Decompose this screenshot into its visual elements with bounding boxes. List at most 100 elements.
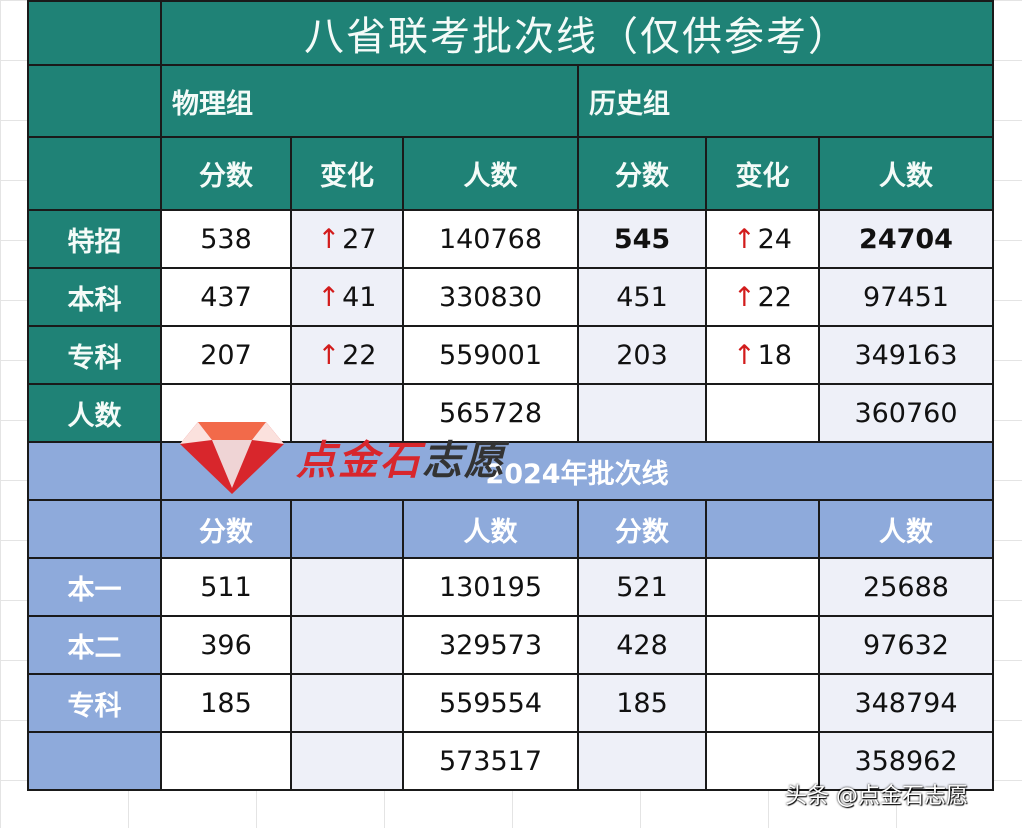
data-cell	[290, 615, 404, 675]
data-cell: 521	[577, 557, 707, 617]
header-row: 分数 变化 人数 分数 变化 人数	[27, 136, 994, 211]
column-header: 分数	[577, 136, 707, 211]
row-label: 本一	[27, 557, 162, 617]
table-row: 专科 185 559554 185 348794	[27, 673, 994, 733]
arrow-up-icon: ↑	[317, 223, 341, 255]
row-label	[27, 731, 162, 791]
section-row: 2024年批次线	[27, 441, 994, 501]
arrow-up-icon: ↑	[733, 223, 756, 255]
batch-line-table: 八省联考批次线（仅供参考） 物理组 历史组 分数 变化 人数 分数 变化 人数 特招 538 ↑27 1…	[27, 0, 994, 791]
column-header	[290, 499, 404, 559]
corner-cell	[27, 0, 162, 66]
table-row: 人数 565728 360760	[27, 383, 994, 443]
section-title-2024: 2024年批次线	[160, 441, 994, 501]
data-cell: 358962	[818, 731, 994, 791]
arrow-up-icon: ↑	[733, 339, 756, 371]
data-cell: 207	[160, 325, 292, 385]
data-cell	[160, 731, 292, 791]
table-row: 本科 437 ↑41 330830 451 ↑22 97451	[27, 267, 994, 327]
data-cell: 428	[577, 615, 707, 675]
row-label: 专科	[27, 673, 162, 733]
column-header: 分数	[577, 499, 707, 559]
change-value: 18	[757, 339, 792, 371]
corner-cell	[27, 64, 162, 138]
table-row: 专科 207 ↑22 559001 203 ↑18 349163	[27, 325, 994, 385]
data-cell	[290, 383, 404, 443]
data-cell	[290, 557, 404, 617]
data-cell	[705, 673, 820, 733]
data-cell	[290, 673, 404, 733]
data-cell	[705, 731, 820, 791]
corner-cell	[27, 499, 162, 559]
data-cell: 24704	[818, 209, 994, 269]
data-cell	[577, 383, 707, 443]
group-row: 物理组 历史组	[27, 64, 994, 138]
row-label: 专科	[27, 325, 162, 385]
title-row: 八省联考批次线（仅供参考）	[27, 0, 994, 66]
data-cell: 565728	[402, 383, 579, 443]
data-cell: ↑27	[290, 209, 404, 269]
data-cell: ↑22	[290, 325, 404, 385]
data-cell: 538	[160, 209, 292, 269]
data-cell	[705, 615, 820, 675]
column-header: 人数	[402, 136, 579, 211]
data-cell	[705, 557, 820, 617]
data-cell: 185	[160, 673, 292, 733]
group-history: 历史组	[577, 64, 994, 138]
change-value: 24	[757, 223, 792, 255]
data-cell: 511	[160, 557, 292, 617]
column-header: 人数	[818, 136, 994, 211]
column-header: 人数	[402, 499, 579, 559]
row-label: 特招	[27, 209, 162, 269]
data-cell: 559554	[402, 673, 579, 733]
data-cell: 203	[577, 325, 707, 385]
arrow-up-icon: ↑	[317, 281, 341, 313]
data-cell: 330830	[402, 267, 579, 327]
watermark: 头条 @点金石志愿	[785, 784, 968, 809]
data-cell: ↑41	[290, 267, 404, 327]
corner-cell	[27, 441, 162, 501]
row-label: 本二	[27, 615, 162, 675]
data-cell	[705, 383, 820, 443]
page-title: 八省联考批次线（仅供参考）	[160, 0, 994, 66]
data-cell: 437	[160, 267, 292, 327]
data-cell: 25688	[818, 557, 994, 617]
data-cell: ↑22	[705, 267, 820, 327]
data-cell: 97632	[818, 615, 994, 675]
table-row: 特招 538 ↑27 140768 545 ↑24 24704	[27, 209, 994, 269]
data-cell: 97451	[818, 267, 994, 327]
header-row-2024: 分数 人数 分数 人数	[27, 499, 994, 559]
data-cell	[290, 731, 404, 791]
change-value: 22	[757, 281, 792, 313]
table-row: 573517 358962	[27, 731, 994, 791]
data-cell: 349163	[818, 325, 994, 385]
data-cell: 348794	[818, 673, 994, 733]
change-value: 41	[342, 281, 377, 313]
data-cell	[577, 731, 707, 791]
change-value: 27	[342, 223, 377, 255]
arrow-up-icon: ↑	[317, 339, 341, 371]
data-cell: 185	[577, 673, 707, 733]
arrow-up-icon: ↑	[733, 281, 756, 313]
data-cell: 130195	[402, 557, 579, 617]
table-row: 本一 511 130195 521 25688	[27, 557, 994, 617]
data-cell	[160, 383, 292, 443]
column-header: 变化	[290, 136, 404, 211]
data-cell: 329573	[402, 615, 579, 675]
group-physics: 物理组	[160, 64, 579, 138]
data-cell: 573517	[402, 731, 579, 791]
data-cell: 140768	[402, 209, 579, 269]
column-header: 分数	[160, 499, 292, 559]
data-cell: 396	[160, 615, 292, 675]
corner-cell	[27, 136, 162, 211]
column-header: 分数	[160, 136, 292, 211]
row-label: 本科	[27, 267, 162, 327]
data-cell: ↑24	[705, 209, 820, 269]
data-cell: 559001	[402, 325, 579, 385]
column-header: 人数	[818, 499, 994, 559]
change-value: 22	[342, 339, 377, 371]
data-cell: 451	[577, 267, 707, 327]
data-cell: 545	[577, 209, 707, 269]
data-cell: ↑18	[705, 325, 820, 385]
table-row: 本二 396 329573 428 97632	[27, 615, 994, 675]
